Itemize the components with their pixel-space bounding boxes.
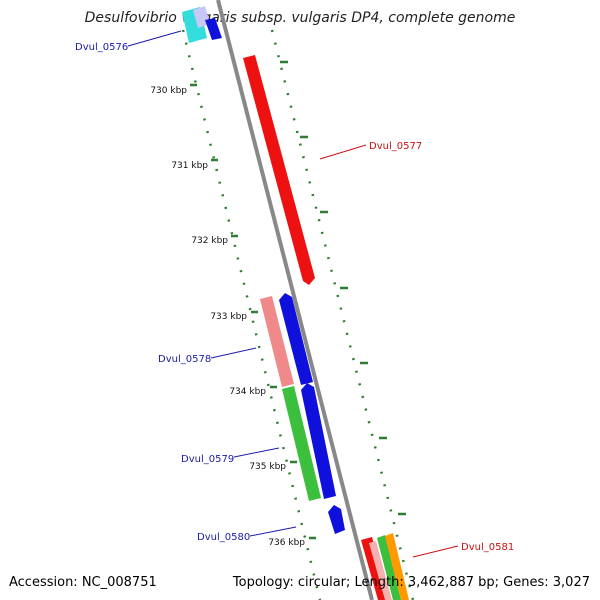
gene-label-0576[interactable]: Dvul_0576	[75, 42, 128, 53]
cog-feature-0579	[282, 386, 321, 501]
cog-feature-0578	[260, 296, 294, 387]
tick-label: 732 kbp	[191, 236, 228, 246]
leader-line-0580	[249, 526, 297, 537]
cog-feature-0581-green	[377, 535, 401, 600]
leader-line-0577	[319, 144, 367, 160]
leader-line-0579	[233, 447, 280, 458]
cds-reverse-0576	[205, 18, 222, 40]
cds-reverse-0578	[279, 293, 313, 385]
gene-label-0578[interactable]: Dvul_0578	[158, 354, 211, 365]
gene-label-0581[interactable]: Dvul_0581	[461, 542, 514, 553]
tick-label: 735 kbp	[249, 462, 286, 472]
tick-label: 731 kbp	[171, 161, 208, 171]
cds-forward-0577	[243, 55, 315, 285]
genome-backbone	[216, 0, 374, 600]
gene-label-0579[interactable]: Dvul_0579	[181, 454, 234, 465]
accession-text: Accession: NC_008751	[9, 575, 157, 590]
cog-feature-0581-light	[369, 541, 392, 600]
tick-label: 736 kbp	[268, 538, 305, 548]
cds-reverse-0580	[328, 505, 345, 534]
tick-label: 734 kbp	[229, 387, 266, 397]
cog-feature-0576-light	[193, 6, 210, 28]
cog-feature-0581-orange	[385, 533, 409, 600]
leader-line-0581	[412, 545, 459, 558]
leader-line-0576	[127, 30, 182, 47]
gene-label-0577[interactable]: Dvul_0577	[369, 141, 422, 152]
genome-summary-text: Topology: circular; Length: 3,462,887 bp…	[232, 575, 590, 590]
cds-reverse-0579	[301, 383, 336, 499]
tick-label: 730 kbp	[150, 86, 187, 96]
tick-label: 733 kbp	[210, 312, 247, 322]
leader-line-0578	[210, 347, 257, 359]
gene-label-0580[interactable]: Dvul_0580	[197, 532, 250, 543]
major-ticks	[190, 60, 406, 540]
